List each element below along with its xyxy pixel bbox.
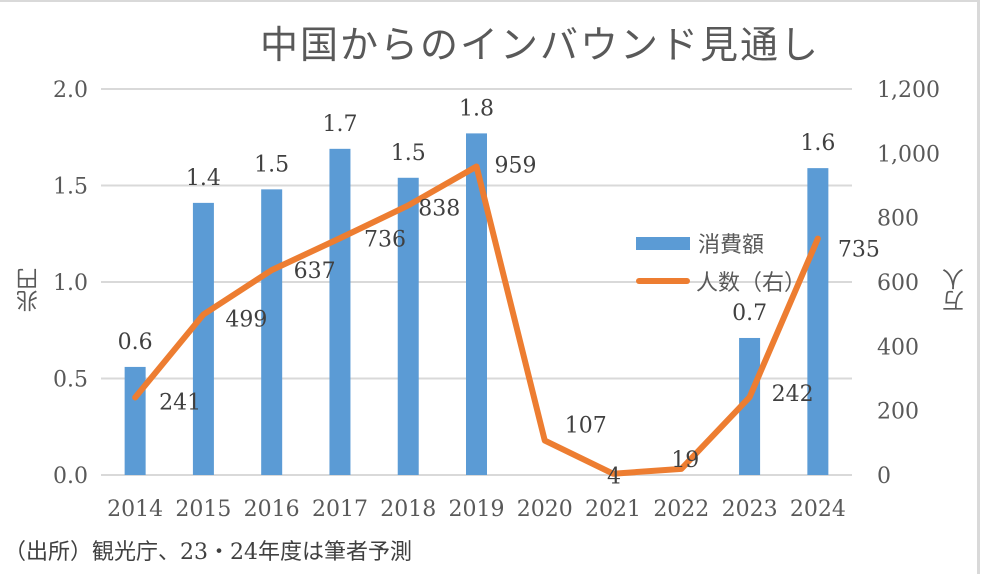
x-axis-ticks: 2014 2015 2016 2017 2018 2019 2020 2021 2022 2023… (107, 497, 846, 522)
line-label: 838 (418, 196, 460, 221)
bar-label: 1.5 (254, 152, 289, 177)
x-tick-label: 2017 (312, 497, 368, 522)
legend-bar-swatch (636, 236, 690, 250)
right-tick-label: 0 (877, 464, 891, 489)
legend-item-spending: 消費額 (636, 224, 806, 262)
line-label: 736 (364, 227, 406, 252)
x-tick-label: 2018 (380, 497, 436, 522)
bar (261, 189, 283, 476)
bar-label: 1.6 (800, 131, 835, 156)
right-tick-label: 400 (877, 335, 919, 360)
line-label: 242 (772, 382, 814, 407)
left-tick-label: 0.5 (53, 368, 88, 393)
bar (124, 366, 146, 475)
bar (466, 133, 487, 475)
x-tick-label: 2014 (107, 497, 163, 522)
left-tick-label: 0.0 (53, 464, 88, 489)
bar-data-labels: 0.6 1.4 1.5 1.7 1.5 1.8 0.7 1.6 (118, 96, 836, 355)
line-data-labels: 241 499 637 736 838 959 107 4 19 242 735 (159, 154, 880, 490)
x-tick-label: 2019 (449, 497, 505, 522)
x-tick-label: 2015 (175, 497, 231, 522)
line-label: 241 (159, 390, 201, 415)
line-label: 19 (671, 448, 699, 473)
left-tick-label: 1.5 (53, 175, 88, 200)
x-tick-label: 2022 (653, 497, 709, 522)
line-label: 499 (225, 307, 267, 332)
left-axis-label: 兆円 (17, 268, 42, 312)
legend-line-swatch (636, 278, 690, 284)
x-tick-label: 2023 (722, 497, 778, 522)
bar (807, 168, 829, 475)
right-tick-label: 1,000 (877, 142, 940, 167)
x-tick-label: 2024 (790, 497, 846, 522)
legend-label-visitors: 人数（右） (696, 271, 807, 296)
bar (329, 148, 351, 475)
x-tick-label: 2021 (585, 497, 641, 522)
bar-label: 1.4 (186, 166, 221, 191)
left-axis-ticks: 0.0 0.5 1.0 1.5 2.0 (53, 78, 88, 489)
right-tick-label: 200 (877, 400, 919, 425)
bar-series (124, 133, 829, 476)
line-label: 735 (838, 238, 880, 263)
left-tick-label: 1.0 (53, 271, 88, 296)
x-tick-label: 2016 (244, 497, 300, 522)
line-label: 959 (495, 154, 537, 179)
legend: 消費額 人数（右） (636, 224, 806, 300)
legend-label-spending: 消費額 (698, 233, 765, 258)
line-series (132, 163, 821, 477)
legend-item-visitors: 人数（右） (636, 262, 806, 300)
bar-label: 0.7 (732, 301, 767, 326)
right-tick-label: 600 (877, 271, 919, 296)
bar (739, 337, 761, 475)
bar-label: 1.7 (322, 112, 357, 137)
chart-title: 中国からのインバウンド見通し (260, 23, 821, 67)
bar-label: 1.8 (459, 96, 494, 121)
bar (397, 177, 419, 475)
left-tick-label: 2.0 (53, 78, 88, 103)
line-label: 4 (607, 465, 621, 490)
bar-label: 0.6 (118, 330, 153, 355)
right-axis-ticks: 0 200 400 600 800 1,000 1,200 (877, 78, 940, 489)
right-tick-label: 800 (877, 207, 919, 232)
source-note: （出所）観光庁、23・24年度は筆者予測 (4, 540, 412, 565)
right-axis-label: 万人 (943, 268, 968, 312)
right-tick-label: 1,200 (877, 78, 940, 103)
bar-label: 1.5 (391, 141, 426, 166)
line-label: 637 (294, 259, 336, 284)
bar (192, 202, 214, 475)
x-tick-label: 2020 (517, 497, 573, 522)
line-label: 107 (565, 414, 607, 439)
